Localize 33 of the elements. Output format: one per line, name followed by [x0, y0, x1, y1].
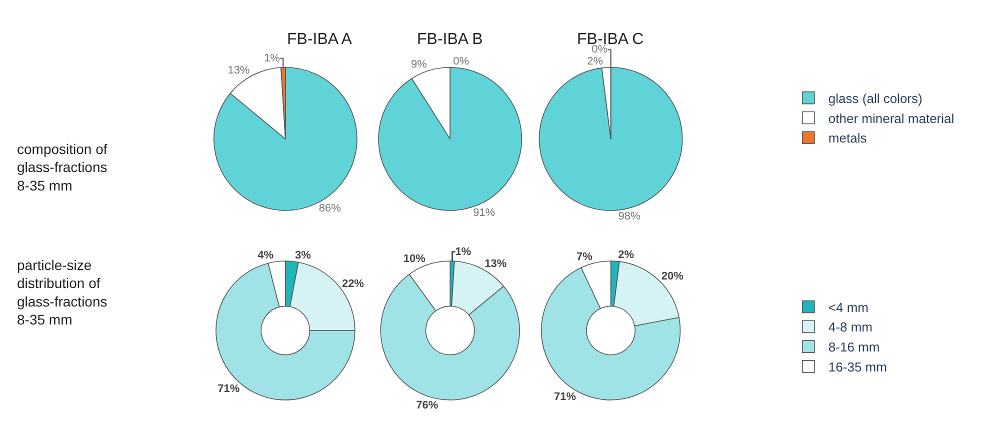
chart-title: FB-IBA A: [287, 31, 352, 48]
text: particle-size distribution of glass-fractions 8-35 mm: [17, 257, 108, 328]
data-label: 76%: [416, 399, 438, 412]
data-label: 91%: [473, 207, 496, 220]
data-label: 71%: [218, 383, 240, 396]
data-label: 13%: [484, 258, 507, 270]
text: 0%: [453, 55, 470, 68]
data-label: 2%: [618, 249, 634, 262]
data-label: 13%: [228, 64, 250, 76]
legend-label: other mineral material: [828, 110, 954, 126]
pie-slice: [214, 66, 358, 211]
data-label: 2%: [587, 56, 604, 68]
legend-label: 16-35 mm: [828, 360, 887, 375]
data-label: 3%: [294, 249, 312, 262]
data-label: 4%: [258, 250, 274, 262]
data-label: 10%: [403, 252, 426, 265]
legend-label: 8-16 mm: [828, 340, 880, 355]
data-label: 20%: [661, 270, 684, 283]
data-label: 7%: [576, 250, 593, 263]
data-label: 22%: [342, 278, 364, 290]
data-label: 1%: [264, 52, 280, 64]
legend-label: metals: [828, 130, 868, 146]
data-label: 1%: [455, 246, 472, 258]
data-label: 71%: [554, 391, 576, 404]
chart-title: FB-IBA B: [417, 31, 483, 48]
data-label: 98%: [618, 210, 641, 222]
legend-label: 4-8 mm: [828, 320, 872, 335]
legend-label: <4 mm: [828, 300, 869, 315]
data-label: 86%: [318, 202, 342, 215]
legend-label: glass (all colors): [828, 90, 922, 106]
text: composition of glass-fractions 8-35 mm: [17, 141, 108, 194]
pie-slice: [538, 66, 683, 211]
data-label: 9%: [411, 58, 428, 71]
